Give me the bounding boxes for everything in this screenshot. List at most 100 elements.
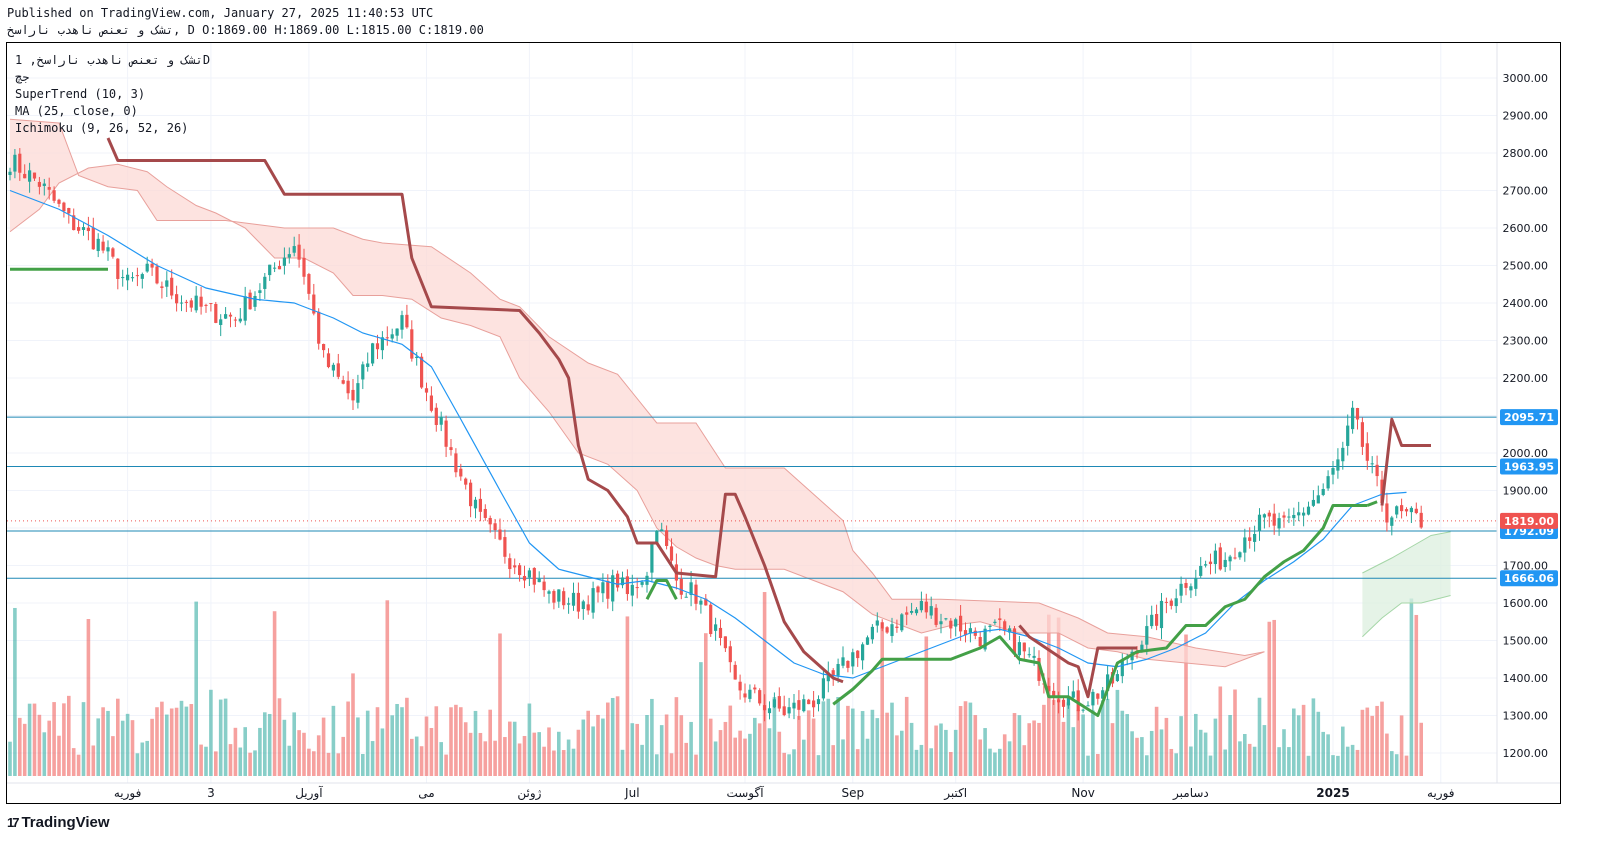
- volume-bar: [434, 706, 439, 776]
- candle-body: [1395, 506, 1399, 515]
- candle-body: [763, 705, 767, 711]
- volume-bar: [263, 712, 267, 776]
- volume-bar: [419, 746, 424, 776]
- candle-body: [277, 266, 282, 270]
- volume-bar: [1145, 755, 1149, 776]
- volume-bar: [375, 707, 380, 776]
- volume-bar: [42, 732, 47, 776]
- volume-bar: [8, 741, 12, 776]
- volume-bar: [655, 754, 659, 776]
- candle-body: [738, 681, 742, 691]
- candle-body: [567, 603, 571, 605]
- volume-bar: [728, 705, 733, 776]
- candle-body: [1150, 614, 1154, 627]
- candle-body: [880, 622, 884, 629]
- candle-body: [714, 624, 718, 631]
- volume-bar: [125, 713, 130, 776]
- candle-body: [576, 592, 580, 612]
- candle-body: [1140, 644, 1144, 651]
- legend-ichimoku[interactable]: Ichimoku (9, 26, 52, 26): [15, 121, 189, 135]
- price-axis: 1200.00 1300.00 1400.00 1500.00 1600.00 1700.…: [1496, 43, 1560, 783]
- chart-canvas[interactable]: 1200.00 1300.00 1400.00 1500.00 1600.00 1700.…: [7, 43, 1560, 803]
- candle-body: [135, 275, 139, 277]
- volume-bar: [165, 714, 169, 776]
- candle-body: [1159, 600, 1164, 629]
- volume-bar: [454, 704, 458, 776]
- volume-bar: [91, 745, 96, 776]
- candle-body: [1262, 514, 1266, 518]
- candle-body: [429, 395, 433, 411]
- cloud-area-red: [10, 119, 1265, 667]
- candle-body: [1253, 533, 1257, 542]
- legend-supertrend[interactable]: SuperTrend (10, 3): [15, 87, 146, 101]
- volume-bar: [370, 741, 375, 776]
- candle-body: [165, 280, 169, 287]
- volume-bar: [620, 749, 625, 776]
- tradingview-logo[interactable]: 17 TradingView: [7, 814, 110, 831]
- candle-body: [650, 543, 654, 573]
- candle-body: [513, 565, 517, 568]
- volume-bar: [71, 748, 76, 776]
- volume-bar: [552, 750, 556, 776]
- candle-body: [807, 699, 811, 705]
- candle-body: [797, 700, 801, 710]
- candle-body: [130, 277, 135, 279]
- volume-bar: [243, 727, 247, 776]
- volume-bar: [400, 707, 404, 776]
- volume-bar: [851, 708, 855, 776]
- legend-ma[interactable]: MA (25, close, 0): [15, 104, 138, 118]
- volume-bar: [52, 702, 56, 776]
- candle-body: [586, 604, 590, 611]
- volume-bar: [209, 689, 213, 776]
- candle-body: [1365, 443, 1369, 461]
- candle-body: [914, 609, 919, 614]
- cloud-span-b: [1362, 595, 1451, 638]
- volume-bar: [346, 701, 350, 776]
- chart-frame[interactable]: 1200.00 1300.00 1400.00 1500.00 1600.00 1700.…: [6, 42, 1561, 804]
- volume-bar: [792, 749, 796, 776]
- volume-bar: [855, 749, 860, 776]
- volume-bar: [733, 737, 737, 776]
- candle-body: [106, 247, 110, 252]
- candle-body: [111, 248, 115, 257]
- volume-bar: [1194, 713, 1198, 776]
- volume-bar: [718, 730, 723, 776]
- x-tick-label: فوریه: [1427, 786, 1455, 801]
- candle-body: [973, 630, 977, 636]
- candle-body: [542, 581, 546, 591]
- volume-bar: [782, 752, 786, 776]
- candle-body: [1321, 488, 1325, 495]
- volume-bar: [1066, 702, 1071, 776]
- volume-bar: [1238, 741, 1242, 776]
- candle-body: [606, 580, 610, 599]
- y-tick-label: 2500.00: [1503, 260, 1549, 273]
- candle-body: [86, 227, 90, 232]
- volume-bar: [253, 750, 257, 776]
- volume-bar: [659, 725, 664, 776]
- volume-bar: [312, 751, 316, 776]
- volume-bar: [1370, 715, 1374, 776]
- x-tick-label: آوریل: [295, 785, 323, 801]
- volume-bar: [689, 721, 693, 776]
- candle-body: [723, 636, 727, 649]
- volume-bar: [963, 701, 968, 776]
- volume-bar: [890, 702, 894, 776]
- volume-bar: [1037, 722, 1041, 776]
- candle-body: [258, 290, 262, 293]
- y-tick-label: 1900.00: [1503, 485, 1549, 498]
- candle-body: [1081, 709, 1085, 711]
- volume-bar: [875, 718, 880, 776]
- candle-body: [1385, 503, 1389, 523]
- candle-body: [1179, 583, 1183, 596]
- candle-body: [268, 264, 272, 276]
- volume-bar: [806, 710, 811, 776]
- candle-body: [699, 600, 703, 605]
- y-tick-label: 2900.00: [1503, 110, 1549, 123]
- volume-bar: [1228, 715, 1232, 776]
- candle-body: [1341, 447, 1345, 462]
- volume-bar: [723, 721, 728, 776]
- volume-bar: [1100, 700, 1105, 776]
- candle-body: [753, 687, 757, 690]
- volume-bar: [1326, 734, 1330, 776]
- volume-bar: [302, 732, 306, 776]
